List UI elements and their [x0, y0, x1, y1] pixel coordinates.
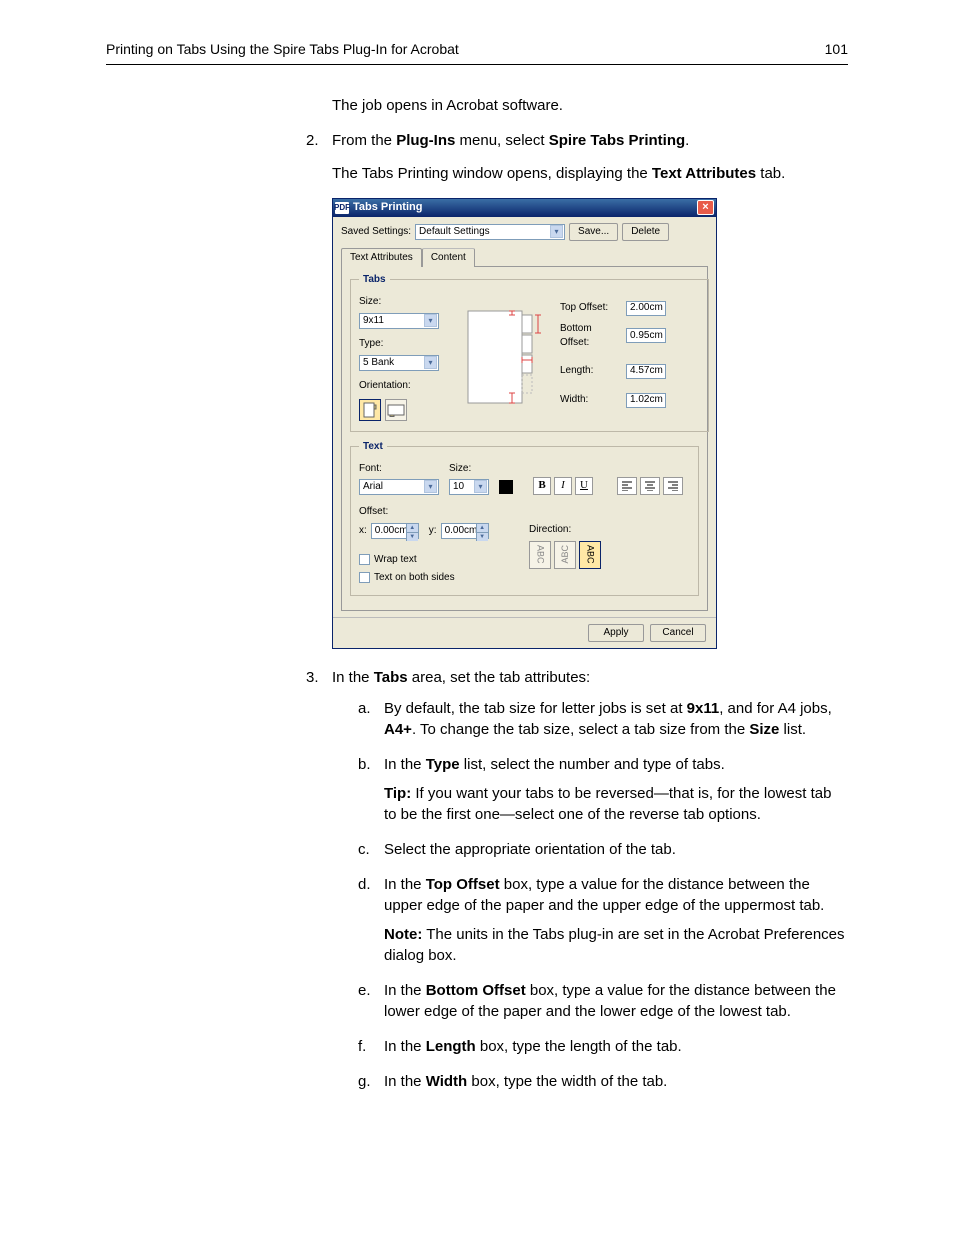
step-3-intro: In the Tabs area, set the tab attributes…	[332, 669, 590, 686]
checkbox-icon	[359, 554, 370, 565]
width-input[interactable]: 1.02cm	[626, 393, 666, 408]
text-fieldset: Text Font: Arial ▾ Size: 10 ▾	[350, 440, 699, 596]
bottom-offset-label: Bottom Offset:	[560, 322, 622, 350]
dialog-footer: Apply Cancel	[333, 617, 716, 648]
step-3-marker: 3.	[306, 667, 319, 688]
font-label: Font:	[359, 462, 439, 476]
text-both-sides-checkbox[interactable]: Text on both sides	[359, 571, 529, 585]
offset-y-label: y:	[429, 524, 437, 538]
length-label: Length:	[560, 364, 622, 378]
step-3d: d. In the Top Offset box, type a value f…	[358, 874, 848, 966]
step-2-result: The Tabs Printing window opens, displayi…	[332, 163, 848, 184]
step-3g: g. In the Width box, type the width of t…	[358, 1071, 848, 1092]
header-page-number: 101	[825, 40, 848, 60]
offset-y-input[interactable]: 0.00cm ▲▼	[441, 523, 489, 539]
orientation-label: Orientation:	[359, 379, 454, 393]
tab-strip: Text Attributes Content	[333, 247, 716, 266]
tab-text-attributes[interactable]: Text Attributes	[341, 248, 422, 267]
chevron-down-icon: ▾	[474, 480, 487, 493]
step-3f: f. In the Length box, type the length of…	[358, 1036, 848, 1057]
header-title: Printing on Tabs Using the Spire Tabs Pl…	[106, 40, 459, 60]
fontsize-label: Size:	[449, 462, 489, 476]
underline-button[interactable]: U	[575, 477, 593, 495]
step-2-marker: 2.	[306, 130, 319, 151]
intro-p1: The job opens in Acrobat software.	[332, 95, 848, 116]
type-combo[interactable]: 5 Bank ▾	[359, 355, 439, 371]
bold-button[interactable]: B	[533, 477, 551, 495]
tab-content[interactable]: Content	[422, 248, 475, 267]
cancel-button[interactable]: Cancel	[650, 624, 706, 642]
orientation-portrait-button[interactable]	[359, 399, 381, 421]
offset-x-input[interactable]: 0.00cm ▲▼	[371, 523, 419, 539]
font-combo[interactable]: Arial ▾	[359, 479, 439, 495]
width-label: Width:	[560, 393, 622, 407]
align-right-button[interactable]	[663, 477, 683, 495]
close-icon[interactable]: ×	[697, 200, 714, 215]
spinner-down-icon[interactable]: ▼	[476, 533, 488, 541]
dialog-title: Tabs Printing	[353, 200, 422, 215]
align-left-button[interactable]	[617, 477, 637, 495]
top-offset-label: Top Offset:	[560, 301, 622, 315]
step-2-text: From the Plug-Ins menu, select Spire Tab…	[332, 132, 689, 149]
chevron-down-icon: ▾	[424, 314, 437, 327]
step-3e: e. In the Bottom Offset box, type a valu…	[358, 980, 848, 1022]
length-input[interactable]: 4.57cm	[626, 364, 666, 379]
saved-settings-row: Saved Settings: Default Settings ▾ Save.…	[333, 217, 716, 245]
tab-preview	[462, 305, 552, 410]
save-button[interactable]: Save...	[569, 223, 618, 241]
chevron-down-icon: ▾	[550, 225, 563, 238]
saved-settings-label: Saved Settings:	[341, 225, 411, 239]
note: Note: The units in the Tabs plug-in are …	[384, 924, 848, 966]
apply-button[interactable]: Apply	[588, 624, 644, 642]
app-icon: PDF	[335, 202, 349, 214]
direction-2-button[interactable]: ABC	[554, 541, 576, 569]
direction-1-button[interactable]: ABC	[529, 541, 551, 569]
italic-button[interactable]: I	[554, 477, 572, 495]
type-label: Type:	[359, 337, 454, 351]
spinner-up-icon[interactable]: ▲	[406, 524, 418, 533]
tab-body: Tabs Size: 9x11 ▾ Type: 5 Bank ▾ Ori	[341, 266, 708, 611]
chevron-down-icon: ▾	[424, 480, 437, 493]
chevron-down-icon: ▾	[424, 356, 437, 369]
text-legend: Text	[359, 440, 387, 454]
bottom-offset-input[interactable]: 0.95cm	[626, 328, 666, 343]
align-center-button[interactable]	[640, 477, 660, 495]
tip-note: Tip: If you want your tabs to be reverse…	[384, 783, 848, 825]
step-3c: c. Select the appropriate orientation of…	[358, 839, 848, 860]
size-combo[interactable]: 9x11 ▾	[359, 313, 439, 329]
tabs-printing-dialog: PDF Tabs Printing × Saved Settings: Defa…	[332, 198, 717, 649]
dialog-titlebar: PDF Tabs Printing ×	[333, 199, 716, 217]
top-offset-input[interactable]: 2.00cm	[626, 301, 666, 316]
wrap-text-checkbox[interactable]: Wrap text	[359, 553, 529, 567]
spinner-down-icon[interactable]: ▼	[406, 533, 418, 541]
direction-label: Direction:	[529, 523, 690, 537]
step-3b: b. In the Type list, select the number a…	[358, 754, 848, 825]
saved-settings-combo[interactable]: Default Settings ▾	[415, 224, 565, 240]
size-label: Size:	[359, 295, 454, 309]
checkbox-icon	[359, 572, 370, 583]
delete-button[interactable]: Delete	[622, 223, 669, 241]
direction-3-button[interactable]: ABC	[579, 541, 601, 569]
step-3: 3. In the Tabs area, set the tab attribu…	[306, 667, 848, 1092]
step-3a: a. By default, the tab size for letter j…	[358, 698, 848, 740]
offset-x-label: x:	[359, 524, 367, 538]
color-swatch[interactable]	[499, 480, 513, 494]
step-2: 2. From the Plug-Ins menu, select Spire …	[306, 130, 848, 184]
fontsize-combo[interactable]: 10 ▾	[449, 479, 489, 495]
orientation-landscape-button[interactable]	[385, 399, 407, 421]
tabs-legend: Tabs	[359, 273, 390, 287]
tabs-fieldset: Tabs Size: 9x11 ▾ Type: 5 Bank ▾ Ori	[350, 273, 709, 432]
offset-label: Offset:	[359, 505, 529, 519]
page-header: Printing on Tabs Using the Spire Tabs Pl…	[106, 40, 848, 65]
spinner-up-icon[interactable]: ▲	[476, 524, 488, 533]
